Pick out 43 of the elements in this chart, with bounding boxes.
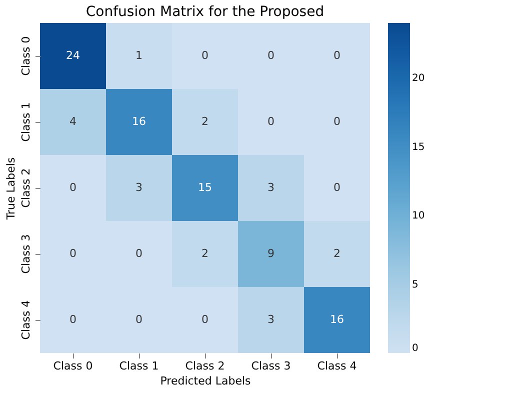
color-bar-label: 15 xyxy=(412,142,425,153)
x-axis-title: Predicted Labels xyxy=(160,374,252,388)
data-label: 24 xyxy=(66,49,80,62)
x-tick-label: Class 3 xyxy=(251,360,291,372)
y-tick-label: Class 1 xyxy=(20,102,32,142)
data-label: 0 xyxy=(70,181,76,194)
color-bar-label: 0 xyxy=(412,343,418,354)
data-label: 9 xyxy=(268,247,274,260)
x-tick-label: Class 1 xyxy=(119,360,159,372)
color-bar-label: 5 xyxy=(412,279,418,290)
x-tick-label: Class 0 xyxy=(53,360,93,372)
data-label: 0 xyxy=(70,313,76,326)
data-label: 0 xyxy=(70,247,76,260)
data-label: 16 xyxy=(330,313,344,326)
y-tick-label: Class 4 xyxy=(20,300,32,340)
y-tick-label: Class 3 xyxy=(20,234,32,274)
data-label: 0 xyxy=(136,313,142,326)
y-tick-label: Class 0 xyxy=(20,36,32,76)
color-bar-label: 20 xyxy=(412,73,425,84)
x-tick-label: Class 2 xyxy=(185,360,225,372)
color-bar-label: 10 xyxy=(412,210,425,222)
chart-title: Confusion Matrix for the Proposed xyxy=(86,4,324,20)
data-label: 4 xyxy=(70,115,76,128)
data-label: 2 xyxy=(202,115,208,128)
data-label: 0 xyxy=(334,115,340,128)
data-label: 0 xyxy=(202,313,208,326)
data-label: 0 xyxy=(334,49,340,62)
data-label: 3 xyxy=(136,181,142,194)
data-label: 3 xyxy=(268,313,274,326)
data-label: 0 xyxy=(334,181,340,194)
data-label: 0 xyxy=(136,247,142,260)
data-label: 2 xyxy=(202,247,208,260)
x-tick-label: Class 4 xyxy=(317,360,357,372)
data-label: 15 xyxy=(198,181,212,194)
data-label: 1 xyxy=(136,49,142,62)
y-axis-title: True Labels xyxy=(4,157,18,221)
data-label: 16 xyxy=(132,115,146,128)
data-label: 0 xyxy=(202,49,208,62)
data-label: 0 xyxy=(268,115,274,128)
y-tick-label: Class 2 xyxy=(20,168,32,208)
data-label: 0 xyxy=(268,49,274,62)
data-label: 2 xyxy=(334,247,340,260)
data-label: 3 xyxy=(268,181,274,194)
